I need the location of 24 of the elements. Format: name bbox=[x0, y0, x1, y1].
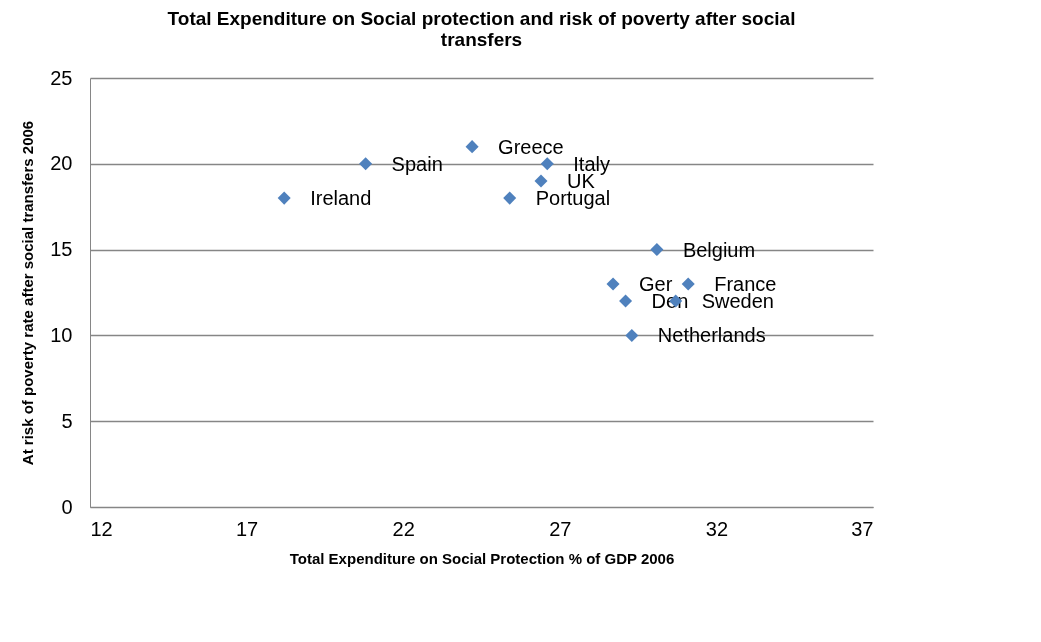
annotation: Ireland bbox=[310, 187, 372, 210]
x-tick-label: 37 bbox=[851, 517, 874, 540]
annotation: Italy bbox=[573, 152, 610, 175]
y-tick-label: 0 bbox=[61, 495, 73, 518]
annotation: Belgium bbox=[682, 238, 756, 261]
y-axis-title: At risk of poverty rate after social transfers 2006 bbox=[19, 120, 37, 466]
y-tick-label: 15 bbox=[50, 238, 73, 261]
chart-title: Total Expenditure on Social protection and risk of poverty after social transfers bbox=[167, 8, 796, 50]
x-tick-label: 27 bbox=[549, 517, 572, 540]
y-tick-label: 25 bbox=[50, 66, 73, 89]
annotation: Greece bbox=[498, 135, 564, 158]
annotation: Netherlands bbox=[657, 324, 766, 347]
x-axis-title: Total Expenditure on Social Protection % of GDP 2006 bbox=[289, 549, 675, 567]
y-tick-label: 10 bbox=[50, 323, 73, 346]
annotation: Ger bbox=[639, 272, 673, 295]
y-tick-label: 20 bbox=[50, 152, 73, 175]
x-tick-label: 17 bbox=[235, 517, 259, 540]
annotation: Portugal bbox=[535, 187, 611, 210]
x-tick-label: 12 bbox=[90, 517, 113, 540]
x-tick-label: 22 bbox=[392, 517, 415, 540]
annotation: Spain bbox=[391, 152, 443, 175]
y-tick-label: 5 bbox=[61, 409, 73, 432]
annotation: Sweden bbox=[701, 290, 774, 313]
x-tick-label: 32 bbox=[705, 517, 729, 540]
